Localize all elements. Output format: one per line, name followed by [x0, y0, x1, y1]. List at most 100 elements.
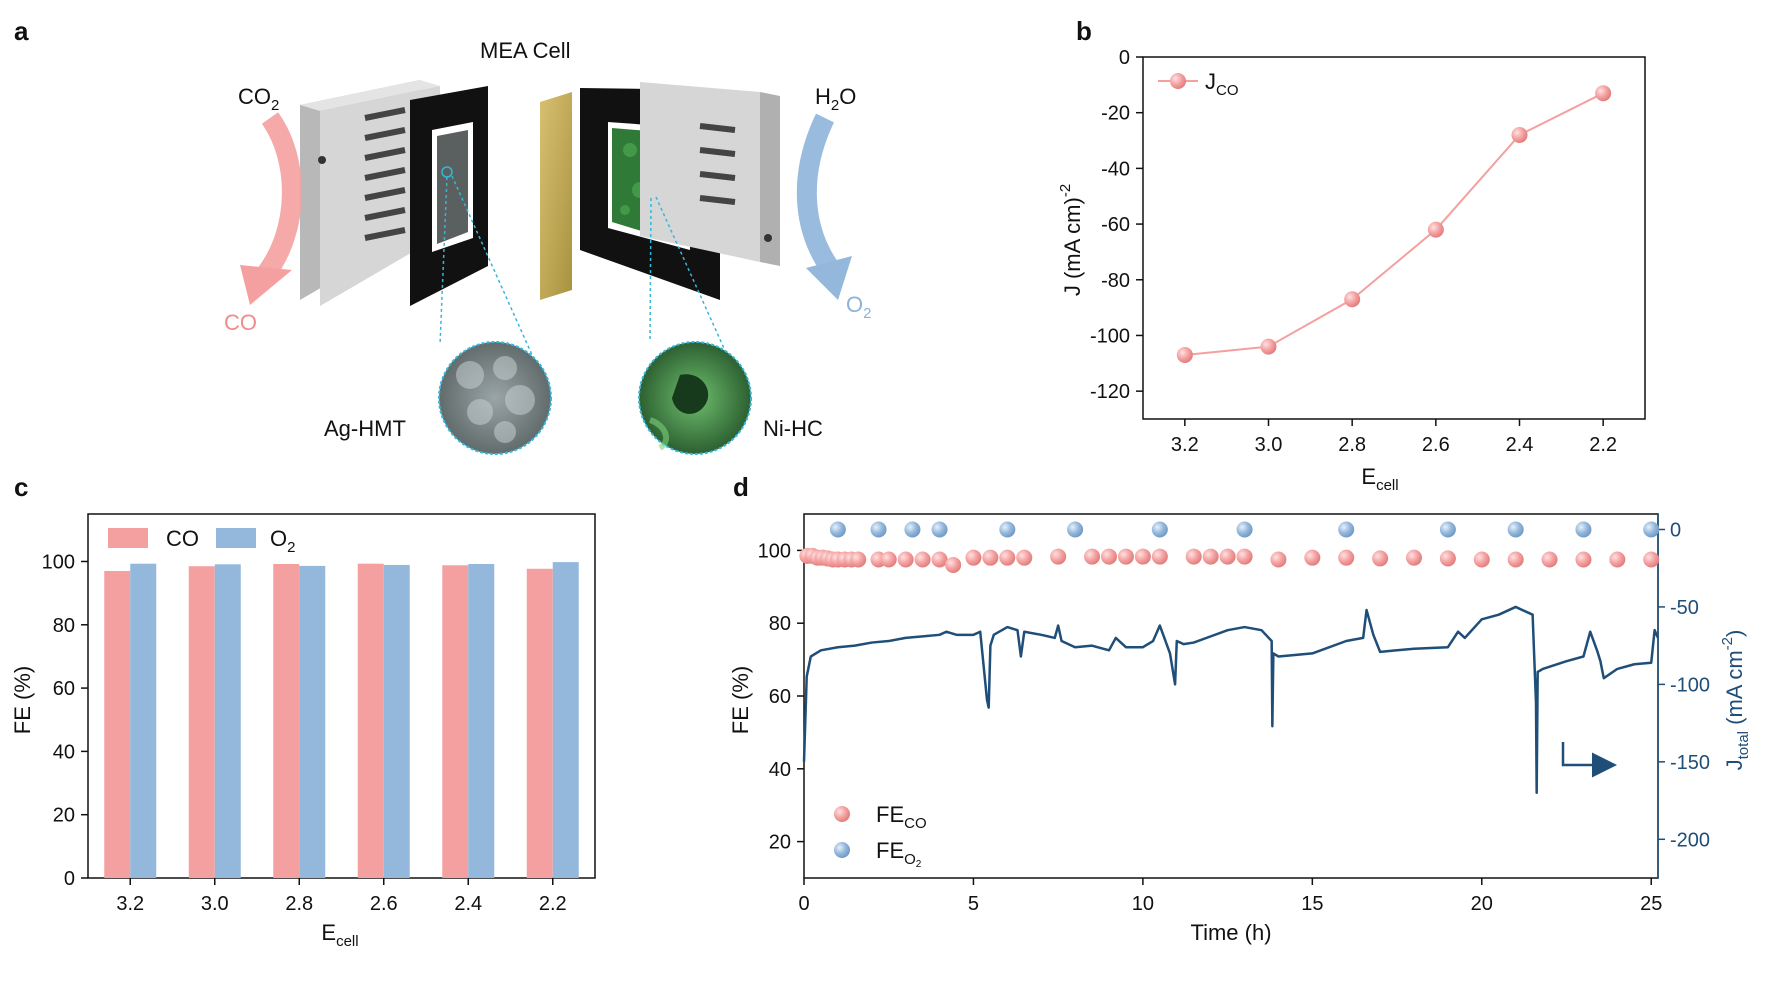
- panel-d-feo2-point: [1067, 521, 1084, 538]
- panel-d-feco-point: [880, 551, 897, 568]
- panel-c-bar-o2: [299, 565, 326, 878]
- panel-d-feco-point: [1575, 551, 1592, 568]
- panel-b-series-line: [1184, 92, 1604, 356]
- panel-c: c 3.2 3.0 2.8 2.6 2.4 2.2 0 20 40 60 80 100 CO O2 E…: [10, 472, 596, 950]
- panel-b-ytick-label: -80: [1101, 270, 1130, 292]
- panel-d-jtotal-line: [802, 605, 1660, 795]
- panel-b-xtick-label: 2.4: [1506, 434, 1534, 456]
- panel-b-ytick-label: -20: [1101, 103, 1130, 125]
- panel-c-xlabel: Ecell: [321, 920, 358, 950]
- panel-d-feco-point: [1507, 551, 1524, 568]
- panel-d-xtick-label: 5: [968, 893, 979, 915]
- panel-d-feco-point: [965, 549, 982, 566]
- panel-c-ytick-label: 60: [53, 678, 75, 700]
- panel-b-ytick-label: 0: [1119, 47, 1130, 69]
- panel-c-ylabel: FE (%): [10, 666, 35, 734]
- panel-c-bar-co: [357, 563, 384, 878]
- panel-d-feco-point: [999, 549, 1016, 566]
- panel-d-feco-point: [1304, 549, 1321, 566]
- panel-b-ytick-label: -40: [1101, 158, 1130, 180]
- panel-d-ytick-label: 100: [758, 540, 791, 562]
- panel-d-feo2-point: [999, 521, 1016, 538]
- panel-d-feco-point: [1202, 548, 1219, 565]
- panel-d-feco-point: [1439, 550, 1456, 567]
- panel-d-xtick-label: 25: [1640, 893, 1662, 915]
- panel-d-feo2-point: [904, 521, 921, 538]
- panel-d-feo2-point: [1575, 521, 1592, 538]
- anode-foam-inset: [638, 341, 752, 455]
- panel-c-bar-o2: [552, 562, 579, 878]
- panel-d-feco-point: [897, 551, 914, 568]
- panel-d-feco-point: [1151, 548, 1168, 565]
- panel-d-feo2-point: [870, 521, 887, 538]
- panel-d-ytick-label: 40: [769, 759, 791, 781]
- panel-d-feo2-point: [1151, 521, 1168, 538]
- panel-d-feo2-point: [1643, 521, 1660, 538]
- panel-b-point: [1511, 126, 1528, 143]
- legend-marker-feco: [834, 806, 850, 822]
- h2o-flow-arrow: [796, 113, 852, 300]
- o2-product-label: O2: [846, 292, 871, 322]
- right-axis-arrow: [1561, 742, 1617, 778]
- panel-c-ytick-label: 20: [53, 805, 75, 827]
- panel-d-feco-point: [982, 549, 999, 566]
- panel-d-feco-point: [1084, 548, 1101, 565]
- panel-d-y2tick-label: 0: [1670, 519, 1681, 541]
- panel-d-y2tick-label: -50: [1670, 597, 1699, 619]
- panel-d-feo2-point: [829, 521, 846, 538]
- h2o-label: H2O: [815, 84, 856, 114]
- co2-flow-arrow: [240, 112, 302, 305]
- panel-b-point: [1260, 338, 1277, 355]
- panel-d-feco-point: [1185, 548, 1202, 565]
- panel-d-y2tick-label: -200: [1670, 829, 1710, 851]
- panel-d-feco-point: [1338, 549, 1355, 566]
- panel-d-y2tick-label: -150: [1670, 752, 1710, 774]
- co2-label: CO2: [238, 84, 279, 114]
- panel-b-xtick-label: 3.2: [1171, 434, 1199, 456]
- legend-marker-feo2: [834, 842, 850, 858]
- panel-b-legend: JCO: [1158, 69, 1239, 99]
- panel-b-ytick-label: -100: [1090, 325, 1130, 347]
- panel-b-ylabel: J (mA cm)-2: [1057, 184, 1085, 296]
- panel-d-y2tick-label: -100: [1670, 674, 1710, 696]
- panel-b-point: [1176, 346, 1193, 363]
- panel-d-feco-point: [931, 551, 948, 568]
- anode-label: Ni-HC: [763, 416, 823, 441]
- panel-d-feco-point: [1270, 551, 1287, 568]
- panel-d-xtick-label: 15: [1301, 893, 1323, 915]
- cathode-label: Ag-HMT: [324, 416, 406, 441]
- panel-d-xtick-label: 10: [1132, 893, 1154, 915]
- panel-c-xtick-label: 2.6: [370, 893, 398, 915]
- panel-d-feco-point: [914, 551, 931, 568]
- cathode-sem-inset: [438, 341, 552, 455]
- panel-d-feco-point: [850, 551, 867, 568]
- panel-c-xtick-label: 2.2: [539, 893, 567, 915]
- panel-d-plot-frame: [803, 513, 1659, 879]
- panel-c-xtick-label: 3.0: [201, 893, 229, 915]
- legend-label-o2: O2: [270, 526, 295, 556]
- panel-c-ytick-label: 0: [64, 868, 75, 890]
- panel-c-bar-co: [442, 565, 469, 878]
- panel-d: d 0 5 10 15 20 25204060801000-50-100-150-200 …: [728, 472, 1752, 945]
- legend-swatch-co: [108, 528, 148, 548]
- panel-c-xtick-label: 2.8: [285, 893, 313, 915]
- legend-label-co: CO: [166, 526, 199, 551]
- panel-b-ytick-label: -120: [1090, 381, 1130, 403]
- panel-d-feo2-point: [1338, 521, 1355, 538]
- panel-b-xtick-label: 2.6: [1422, 434, 1450, 456]
- panel-d-feco-point: [1473, 551, 1490, 568]
- panel-c-ytick-label: 40: [53, 741, 75, 763]
- panel-b-letter: b: [1076, 16, 1092, 46]
- panel-c-bar-o2: [468, 564, 495, 878]
- panel-d-letter: d: [733, 472, 749, 502]
- panel-c-ytick-label: 100: [42, 551, 75, 573]
- panel-d-ytick-label: 20: [769, 832, 791, 854]
- panel-d-ytick-label: 80: [769, 613, 791, 635]
- panel-d-feco-point: [1101, 548, 1117, 565]
- panel-d-feco-point: [1541, 551, 1558, 568]
- panel-b: b 3.2 3.0 2.8 2.6 2.4 2.2 0 -20 -40 -60 -80 -100 -12…: [1057, 16, 1646, 494]
- panel-b-legend-label: JCO: [1205, 69, 1239, 99]
- panel-d-feo2-point: [931, 521, 948, 538]
- panel-d-feco-point: [1134, 548, 1151, 565]
